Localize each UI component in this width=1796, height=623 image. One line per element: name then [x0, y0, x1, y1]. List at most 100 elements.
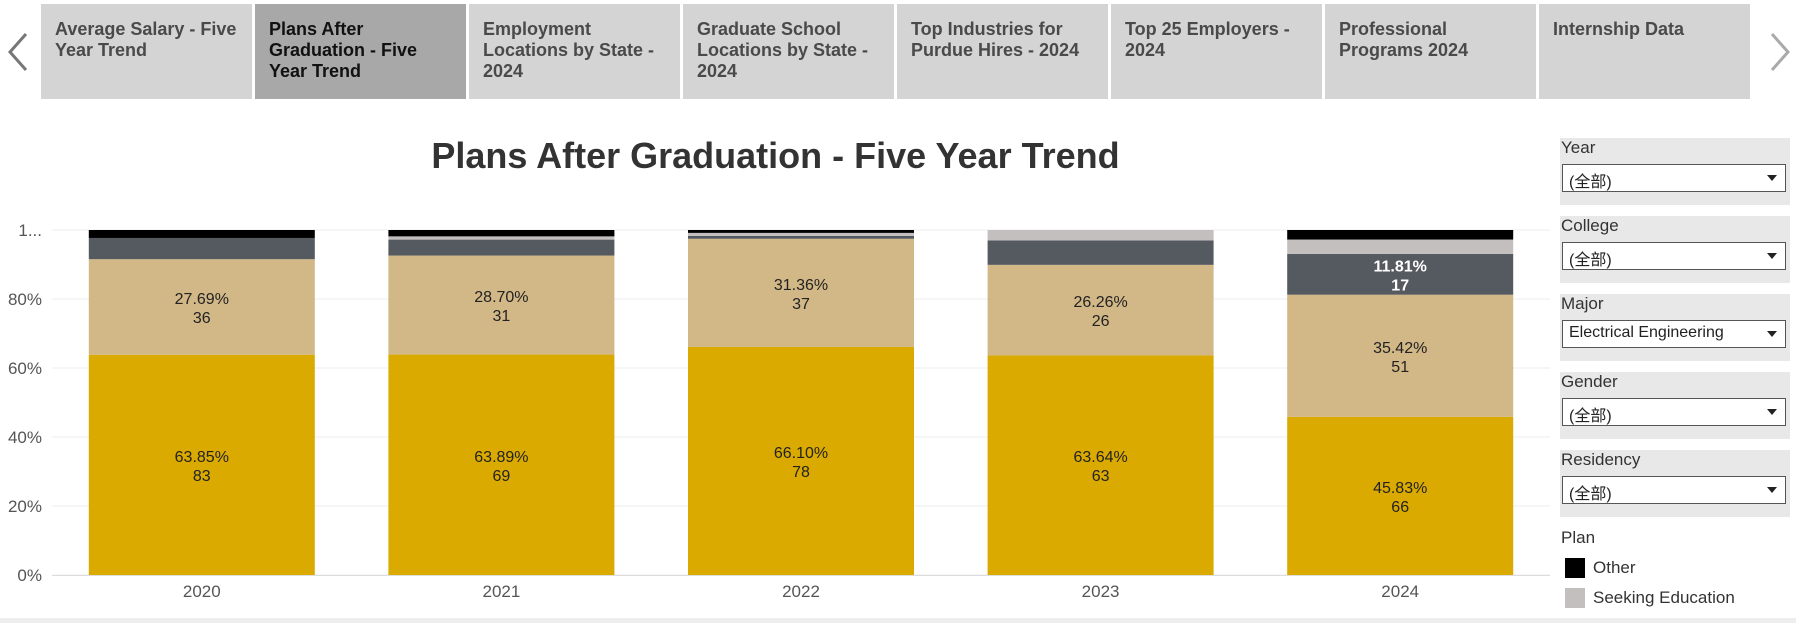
filter-value: (全部)	[1569, 174, 1612, 191]
dropdown-arrow-icon	[1767, 175, 1777, 181]
filter-dropdown-year[interactable]: (全部)	[1562, 164, 1786, 192]
data-label: 35.42%	[1373, 340, 1427, 357]
tab-2[interactable]: Plans After Graduation - Five Year Trend	[255, 4, 466, 99]
dropdown-arrow-icon	[1767, 331, 1777, 337]
bar-segment	[388, 230, 615, 237]
data-label: 26.26%	[1073, 294, 1127, 311]
bar-segment	[688, 235, 914, 239]
data-label: 63.85%	[175, 449, 229, 466]
y-tick-label: 40%	[8, 428, 42, 447]
data-label: 45.83%	[1373, 480, 1427, 497]
x-tick-label: 2022	[782, 582, 820, 601]
data-label: 31	[493, 308, 511, 325]
bar-segment	[88, 259, 315, 355]
tab-7[interactable]: Professional Programs 2024	[1325, 4, 1536, 99]
next-tab-button[interactable]	[1762, 22, 1796, 82]
filter-label: College	[1561, 216, 1619, 235]
data-label: 63	[1092, 468, 1110, 485]
filter-value: (全部)	[1569, 252, 1612, 269]
chevron-left-icon	[7, 33, 28, 71]
data-label: 66	[1391, 499, 1409, 516]
x-tick-label: 2024	[1381, 582, 1419, 601]
filter-year: Year (全部)	[1560, 138, 1790, 205]
filter-value: Electrical Engineering	[1569, 324, 1724, 341]
bar-segment	[388, 354, 615, 575]
tab-6[interactable]: Top 25 Employers - 2024	[1111, 4, 1322, 99]
bar-segment	[388, 236, 615, 240]
filter-label: Gender	[1561, 372, 1618, 391]
y-tick-label: 0%	[17, 566, 42, 585]
filter-dropdown-major[interactable]: Electrical Engineering	[1562, 320, 1786, 348]
stacked-bar-chart: 0% 20% 40% 60% 80% 1... 63.85% 83 27.69% 36 2020 63…	[8, 221, 1550, 601]
filter-label: Residency	[1561, 450, 1641, 469]
legend-label: Seeking Education	[1593, 588, 1735, 607]
bottom-strip	[0, 618, 1796, 623]
data-label: 63.89%	[474, 449, 528, 466]
y-tick-label: 20%	[8, 497, 42, 516]
filter-value: (全部)	[1569, 486, 1612, 503]
filter-value: (全部)	[1569, 408, 1612, 425]
data-label: 28.70%	[474, 289, 528, 306]
y-tick-label: 1...	[18, 221, 42, 240]
data-label: 37	[792, 296, 810, 313]
data-label: 66.10%	[774, 445, 828, 462]
bar-segment	[688, 346, 914, 575]
bar-segment	[1287, 294, 1514, 417]
filter-dropdown-gender[interactable]: (全部)	[1562, 398, 1786, 426]
filter-dropdown-college[interactable]: (全部)	[1562, 242, 1786, 270]
data-label: 78	[792, 464, 810, 481]
data-label: 63.64%	[1073, 449, 1127, 466]
x-tick-label: 2021	[482, 582, 520, 601]
tab-8[interactable]: Internship Data	[1539, 4, 1750, 99]
bar-segment	[1287, 230, 1514, 240]
filter-label: Year	[1561, 138, 1596, 157]
data-label: 36	[193, 310, 211, 327]
tab-bar: Average Salary - Five Year Trend Plans Af…	[41, 4, 1753, 99]
data-label: 17	[1391, 277, 1409, 294]
bar-segment	[987, 355, 1214, 575]
bar-segment	[987, 240, 1214, 265]
filter-label: Major	[1561, 294, 1604, 313]
dropdown-arrow-icon	[1767, 253, 1777, 259]
bar-segment	[88, 230, 315, 238]
legend-label: Other	[1593, 558, 1636, 577]
filter-dropdown-residency[interactable]: (全部)	[1562, 476, 1786, 504]
x-tick-label: 2020	[183, 582, 221, 601]
y-tick-label: 80%	[8, 290, 42, 309]
data-label: 51	[1391, 359, 1409, 376]
bar-segment	[88, 354, 315, 575]
chevron-right-icon	[1770, 33, 1791, 71]
filter-gender: Gender (全部)	[1560, 372, 1790, 439]
tab-5[interactable]: Top Industries for Purdue Hires - 2024	[897, 4, 1108, 99]
filter-major: Major Electrical Engineering	[1560, 294, 1790, 361]
bar-segment	[987, 264, 1214, 356]
bar-segment	[1287, 416, 1514, 575]
legend-swatch	[1565, 588, 1585, 608]
bar-segment	[688, 230, 914, 233]
tab-3[interactable]: Employment Locations by State - 2024	[469, 4, 680, 99]
tab-4[interactable]: Graduate School Locations by State - 202…	[683, 4, 894, 99]
y-tick-label: 60%	[8, 359, 42, 378]
bar-segment	[388, 255, 615, 355]
bar-segment	[1287, 253, 1514, 295]
tab-1[interactable]: Average Salary - Five Year Trend	[41, 4, 252, 99]
bar-segment	[1287, 239, 1514, 254]
chart-title: Plans After Graduation - Five Year Trend	[431, 135, 1120, 176]
legend-title: Plan	[1561, 528, 1596, 547]
prev-tab-button[interactable]	[0, 22, 36, 82]
dropdown-arrow-icon	[1767, 409, 1777, 415]
data-label: 83	[193, 468, 211, 485]
x-tick-label: 2023	[1082, 582, 1120, 601]
filter-residency: Residency (全部)	[1560, 450, 1790, 517]
filter-college: College (全部)	[1560, 216, 1790, 283]
bar-segment	[688, 232, 914, 236]
bar-segment	[987, 230, 1214, 241]
bar-segment	[688, 238, 914, 347]
bar-segment	[88, 237, 315, 260]
data-label: 26	[1092, 313, 1110, 330]
data-label: 11.81%	[1374, 258, 1427, 275]
legend-swatch	[1565, 558, 1585, 578]
data-label: 69	[493, 468, 511, 485]
bar-segment	[388, 239, 615, 256]
data-label: 27.69%	[175, 291, 229, 308]
